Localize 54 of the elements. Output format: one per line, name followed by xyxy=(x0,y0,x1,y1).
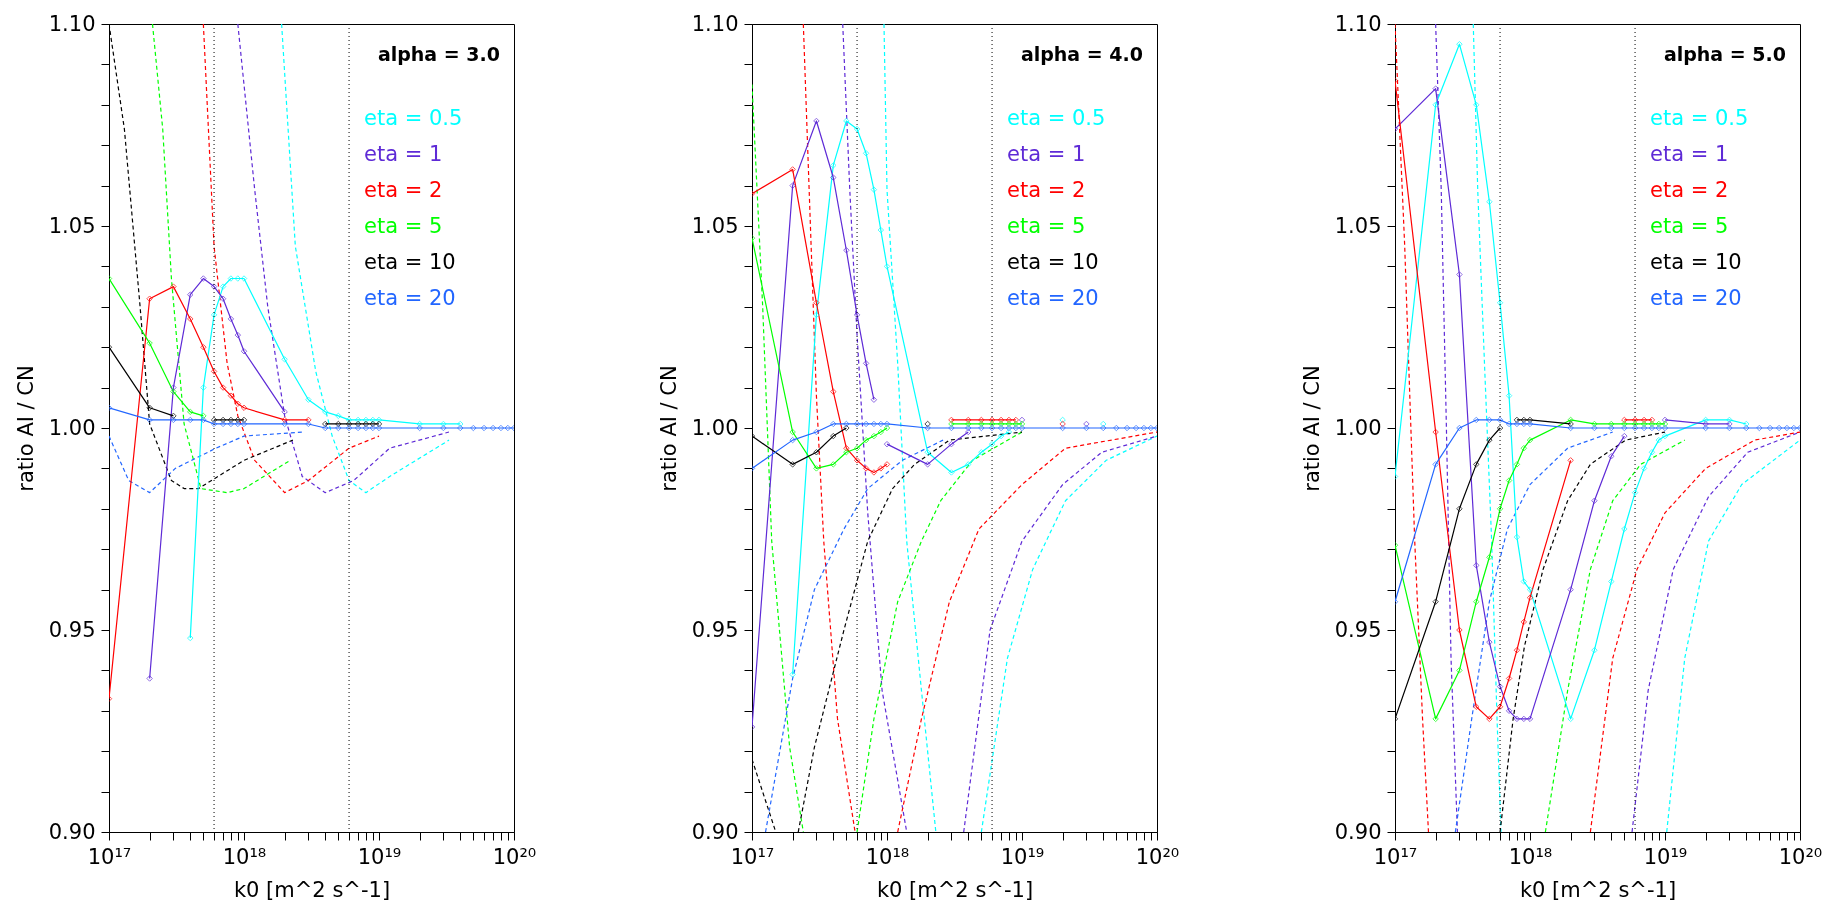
x-axis-title: k0 [m^2 s^-1] xyxy=(1519,877,1677,902)
y-tick-label: 1.10 xyxy=(691,11,739,36)
text: eta = 5 xyxy=(1650,214,1729,238)
annotation: alpha = 4.0 xyxy=(1020,43,1143,65)
x-tick-label: 10¹⁹ xyxy=(1643,844,1688,869)
x-tick-label: 10¹⁹ xyxy=(1000,844,1045,869)
x-tick-label: 10¹⁷ xyxy=(730,844,775,869)
x-tick-label: 10²⁰ xyxy=(1778,844,1823,869)
text: eta = 0.5 xyxy=(364,106,463,130)
x-tick-label: 10²⁰ xyxy=(492,844,537,869)
y-tick-label: 1.05 xyxy=(691,213,739,238)
text: eta = 1 xyxy=(364,142,443,166)
x-tick-label: 10¹⁸ xyxy=(1508,844,1553,869)
text: eta = 20 xyxy=(364,286,456,310)
annotation: alpha = 5.0 xyxy=(1663,43,1786,65)
text: eta = 2 xyxy=(364,178,443,202)
y-tick-label: 1.00 xyxy=(48,415,96,440)
text: eta = 1 xyxy=(1650,142,1729,166)
y-tick-label: 0.90 xyxy=(1334,819,1382,844)
x-tick-label: 10¹⁷ xyxy=(87,844,132,869)
y-tick-label: 0.95 xyxy=(1334,617,1382,642)
annotation: alpha = 3.0 xyxy=(377,43,500,65)
y-tick-label: 1.00 xyxy=(1334,415,1382,440)
text: eta = 1 xyxy=(1007,142,1086,166)
y-tick-label: 1.00 xyxy=(691,415,739,440)
text: eta = 0.5 xyxy=(1650,106,1749,130)
x-tick-label: 10¹⁷ xyxy=(1373,844,1418,869)
y-tick-label: 1.10 xyxy=(1334,11,1382,36)
text: eta = 10 xyxy=(1007,250,1099,274)
x-axis-title: k0 [m^2 s^-1] xyxy=(233,877,391,902)
text: eta = 2 xyxy=(1650,178,1729,202)
x-axis-title: k0 [m^2 s^-1] xyxy=(876,877,1034,902)
y-tick-label: 0.95 xyxy=(691,617,739,642)
y-axis-title: ratio AI / CN xyxy=(1299,365,1324,492)
text: eta = 20 xyxy=(1007,286,1099,310)
text: eta = 5 xyxy=(1007,214,1086,238)
y-axis-title: ratio AI / CN xyxy=(13,365,38,492)
y-tick-label: 0.95 xyxy=(48,617,96,642)
y-axis-title: ratio AI / CN xyxy=(656,365,681,492)
text: eta = 0.5 xyxy=(1007,106,1106,130)
text: eta = 10 xyxy=(1650,250,1742,274)
y-tick-label: 1.05 xyxy=(1334,213,1382,238)
x-tick-label: 10¹⁸ xyxy=(222,844,267,869)
text: eta = 10 xyxy=(364,250,456,274)
x-tick-label: 10²⁰ xyxy=(1135,844,1180,869)
text: eta = 2 xyxy=(1007,178,1086,202)
y-tick-label: 1.05 xyxy=(48,213,96,238)
x-tick-label: 10¹⁸ xyxy=(865,844,910,869)
y-tick-label: 0.90 xyxy=(691,819,739,844)
y-tick-label: 1.10 xyxy=(48,11,96,36)
text: eta = 5 xyxy=(364,214,443,238)
x-tick-label: 10¹⁹ xyxy=(357,844,402,869)
y-tick-label: 0.90 xyxy=(48,819,96,844)
text: eta = 20 xyxy=(1650,286,1742,310)
